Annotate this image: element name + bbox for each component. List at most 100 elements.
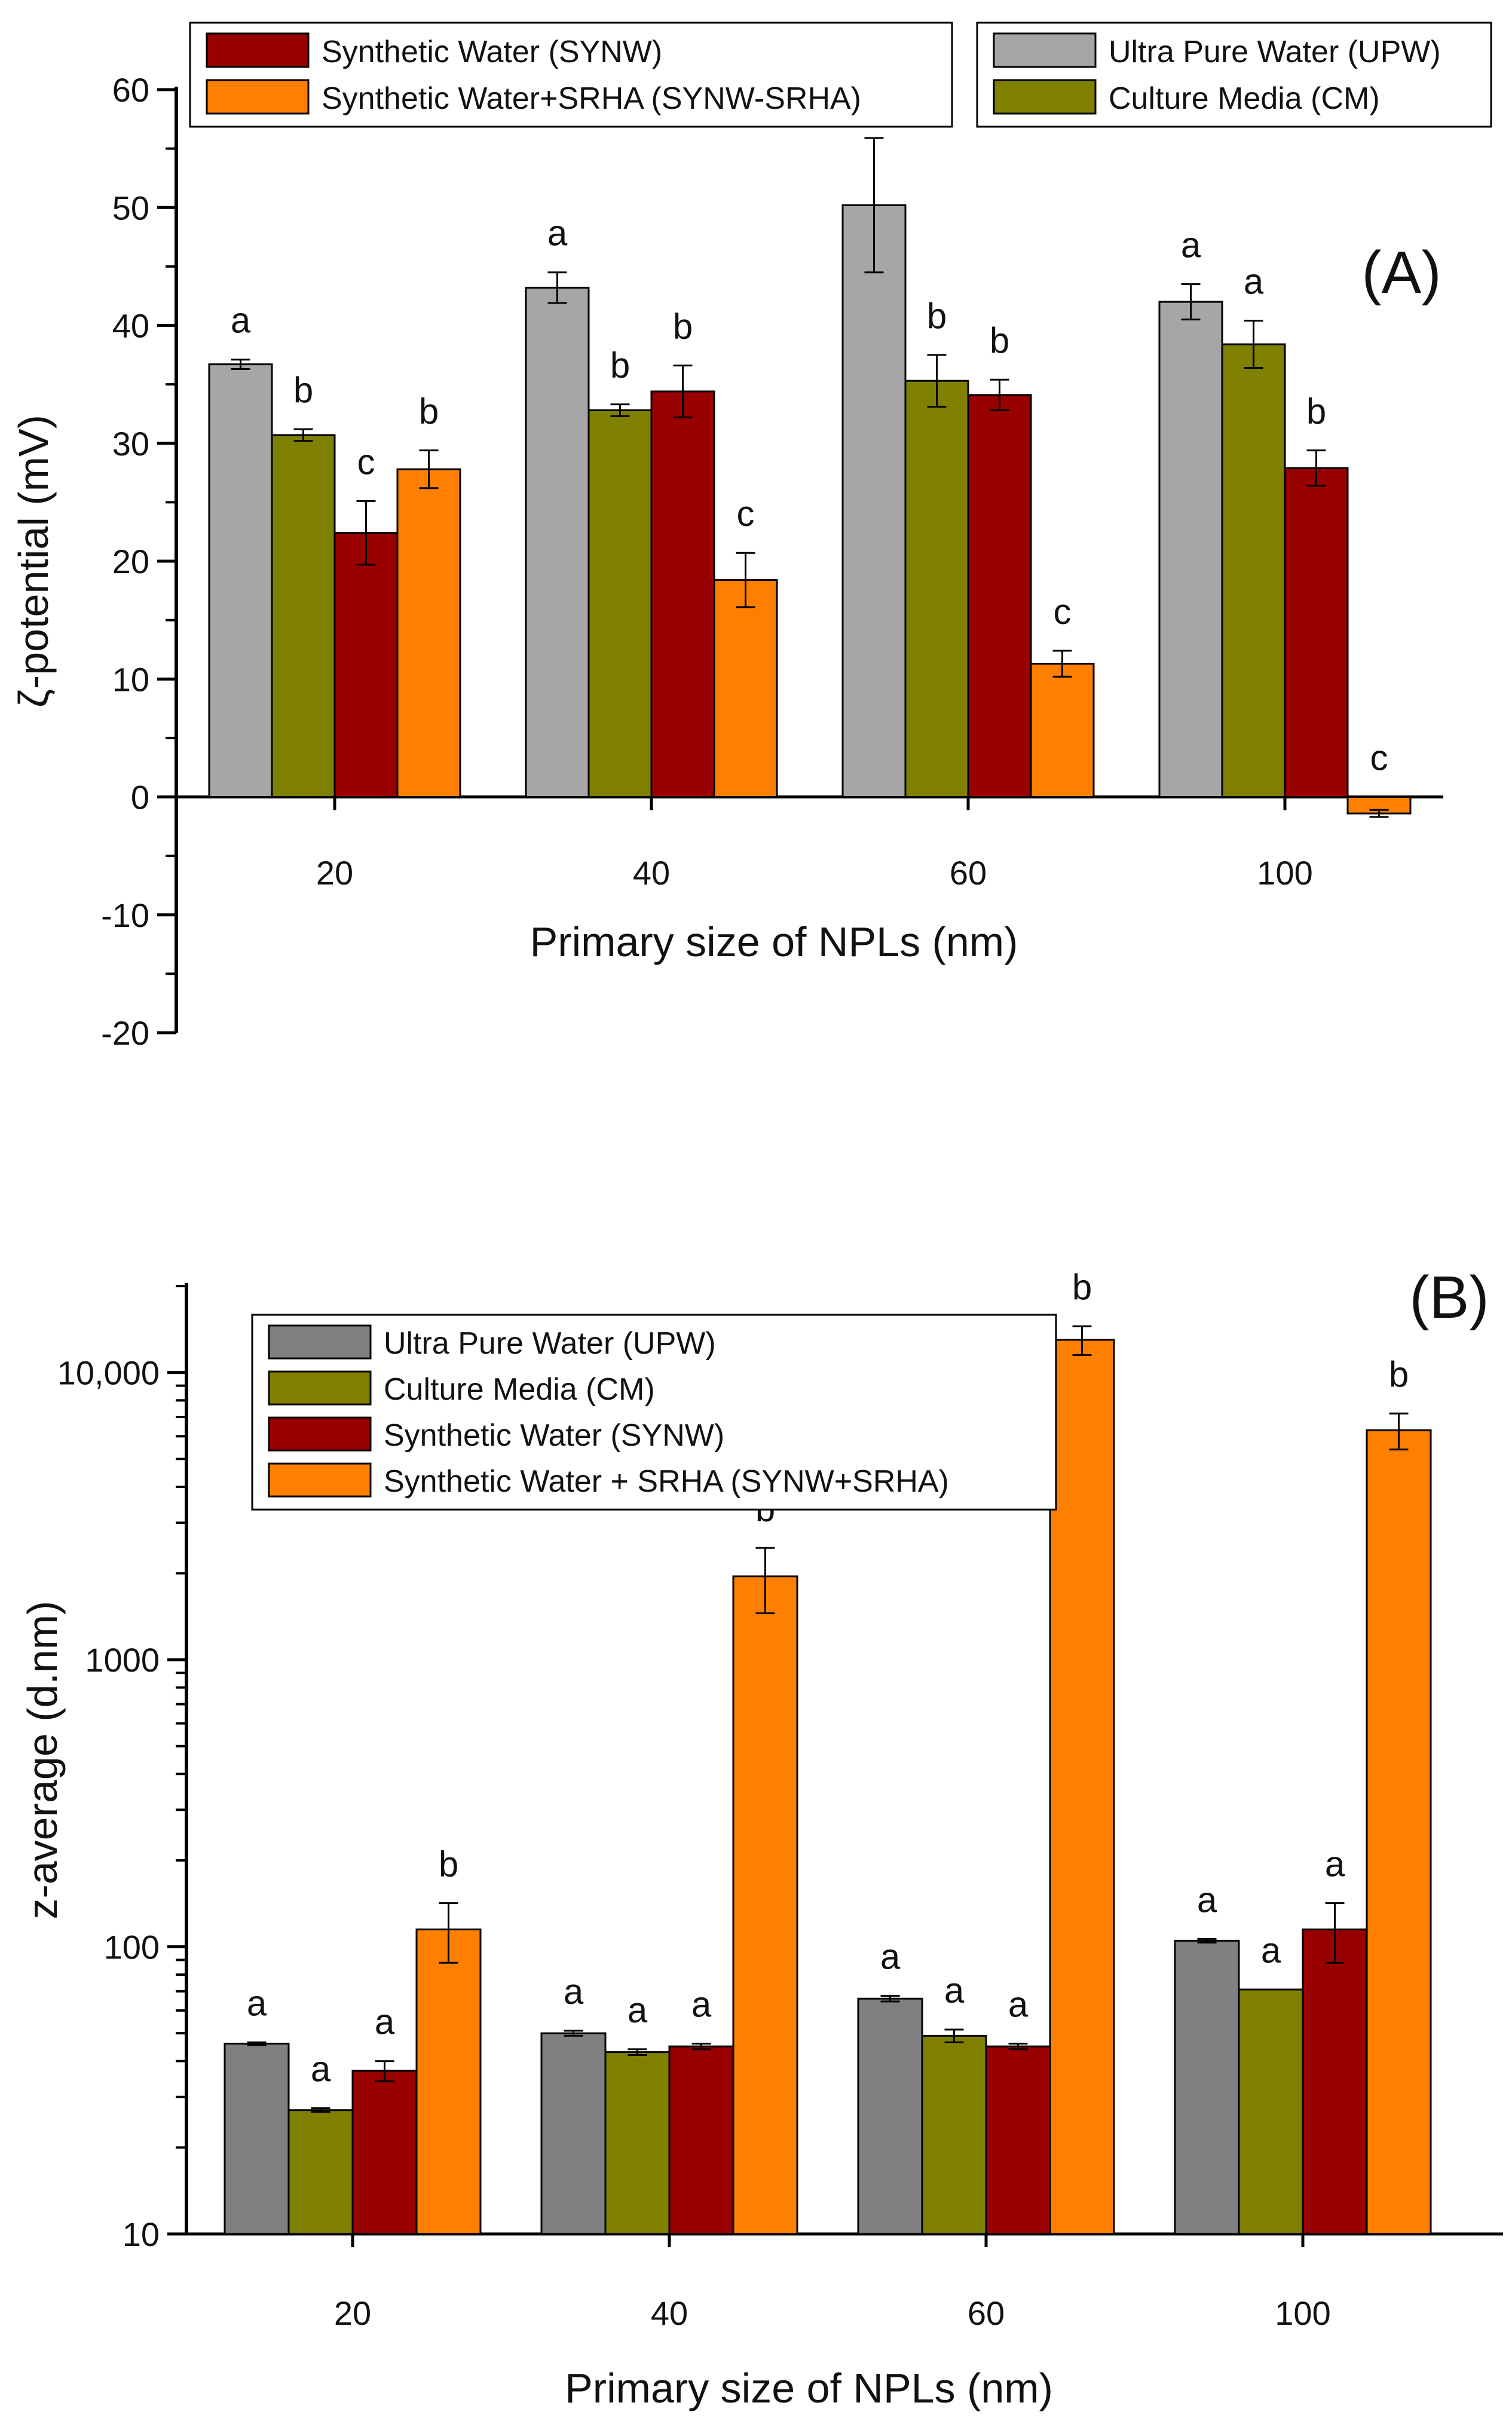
x-tick-label: 100 [1257, 854, 1312, 892]
y-axis-title: ζ-potential (mV) [10, 415, 57, 708]
legend-swatch [993, 79, 1097, 115]
significance-letter: b [673, 307, 693, 347]
significance-letter: b [990, 320, 1009, 360]
x-tick-label: 60 [968, 2294, 1005, 2332]
significance-letter: b [293, 370, 313, 410]
legend-label: Culture Media (CM) [1109, 81, 1380, 116]
bar [668, 2045, 734, 2235]
significance-letter: b [927, 296, 947, 336]
bar [857, 1997, 923, 2235]
bar [1302, 1928, 1368, 2235]
x-tick-label: 100 [1275, 2294, 1330, 2332]
panel-label: (A) [1361, 239, 1441, 306]
bar [1049, 1339, 1115, 2235]
significance-letter: c [1370, 738, 1388, 778]
x-tick-label: 40 [633, 854, 670, 892]
legend-swatch [268, 1370, 372, 1406]
significance-letter: a [1008, 1985, 1029, 2025]
bar [351, 2070, 418, 2235]
significance-letter: a [1325, 1844, 1345, 1884]
bar [904, 379, 969, 798]
x-tick-label: 60 [950, 854, 987, 892]
significance-letter: a [564, 1972, 584, 2012]
significance-letter: a [1244, 262, 1264, 302]
legend-swatch [206, 32, 310, 68]
y-tick-label: 100 [104, 1929, 160, 1966]
bar [1158, 301, 1223, 798]
bar [525, 286, 590, 798]
legend-swatch [993, 32, 1097, 68]
legend-swatch [206, 79, 310, 115]
y-tick-label: 40 [112, 307, 149, 345]
legend-label: Culture Media (CM) [384, 1372, 655, 1407]
significance-letter: b [439, 1844, 458, 1884]
significance-letter: a [944, 1970, 965, 2010]
y-tick-label: 1000 [85, 1641, 160, 1679]
y-tick-label: -10 [101, 896, 149, 934]
significance-letter: a [691, 1985, 712, 2025]
bar [985, 2045, 1051, 2235]
bar [333, 532, 399, 798]
bar [1284, 467, 1349, 798]
bar [921, 2034, 987, 2235]
bar [1366, 1429, 1432, 2235]
significance-letter: a [628, 1990, 648, 2030]
bar [1221, 343, 1286, 798]
significance-letter: c [737, 494, 755, 534]
significance-letter: a [1197, 1880, 1217, 1920]
significance-letter: b [1306, 391, 1326, 431]
bar [396, 468, 461, 798]
y-tick-label: 10 [112, 660, 149, 698]
bar [732, 1575, 798, 2235]
significance-letter: a [1261, 1930, 1281, 1970]
significance-letter: c [357, 442, 375, 482]
legend: Synthetic Water (SYNW) Synthetic Water+SR… [189, 22, 953, 128]
bar [1174, 1939, 1240, 2235]
significance-letter: b [419, 391, 439, 431]
significance-letter: a [880, 1937, 901, 1977]
legend-label: Synthetic Water+SRHA (SYNW-SRHA) [322, 81, 861, 116]
y-tick-label: 0 [131, 779, 149, 816]
bar [1238, 1988, 1304, 2235]
bar [967, 394, 1032, 798]
y-axis-title: z-average (d.nm) [19, 1601, 66, 1920]
legend: Ultra Pure Water (UPW) Culture Media (CM)… [251, 1314, 1057, 1511]
significance-letter: a [231, 301, 251, 341]
y-tick-label: 10 [123, 2215, 160, 2253]
legend-frame [189, 22, 953, 128]
legend-label: Synthetic Water (SYNW) [384, 1418, 724, 1453]
bar [1030, 663, 1095, 798]
significance-letter: a [1181, 225, 1201, 265]
legend: Ultra Pure Water (UPW) Culture Media (CM) [976, 22, 1492, 128]
y-tick-label: 30 [112, 425, 149, 463]
panel-label: (B) [1409, 1264, 1489, 1331]
y-tick-label: 20 [112, 543, 149, 580]
significance-letter: b [610, 345, 630, 385]
bar [713, 579, 778, 798]
legend-swatch [268, 1462, 372, 1498]
legend-label: Ultra Pure Water (UPW) [1109, 35, 1441, 69]
y-tick-label: 60 [112, 71, 149, 109]
bar [587, 409, 653, 798]
x-axis-title: Primary size of NPLs (nm) [565, 2365, 1053, 2411]
legend-label: Synthetic Water + SRHA (SYNW+SRHA) [384, 1464, 949, 1499]
chart-panel-b: 10100100010,000aaab20aaab40aaab60aaab100… [19, 1264, 1503, 2411]
significance-letter: a [311, 2049, 331, 2089]
significance-letter: a [547, 213, 568, 253]
x-tick-label: 40 [651, 2294, 688, 2332]
x-axis-title: Primary size of NPLs (nm) [530, 919, 1018, 965]
legend-swatch [268, 1324, 372, 1360]
y-tick-label: 10,000 [57, 1354, 160, 1392]
significance-letter: b [1072, 1267, 1092, 1307]
bar [287, 2109, 354, 2235]
bar [208, 363, 273, 798]
bar [650, 390, 715, 798]
y-tick-label: 50 [112, 189, 149, 227]
x-tick-label: 20 [316, 854, 353, 892]
bar [540, 2032, 607, 2235]
legend-label: Synthetic Water (SYNW) [322, 35, 662, 69]
bar [224, 2043, 290, 2235]
bar [271, 434, 336, 798]
significance-letter: b [1389, 1354, 1409, 1394]
